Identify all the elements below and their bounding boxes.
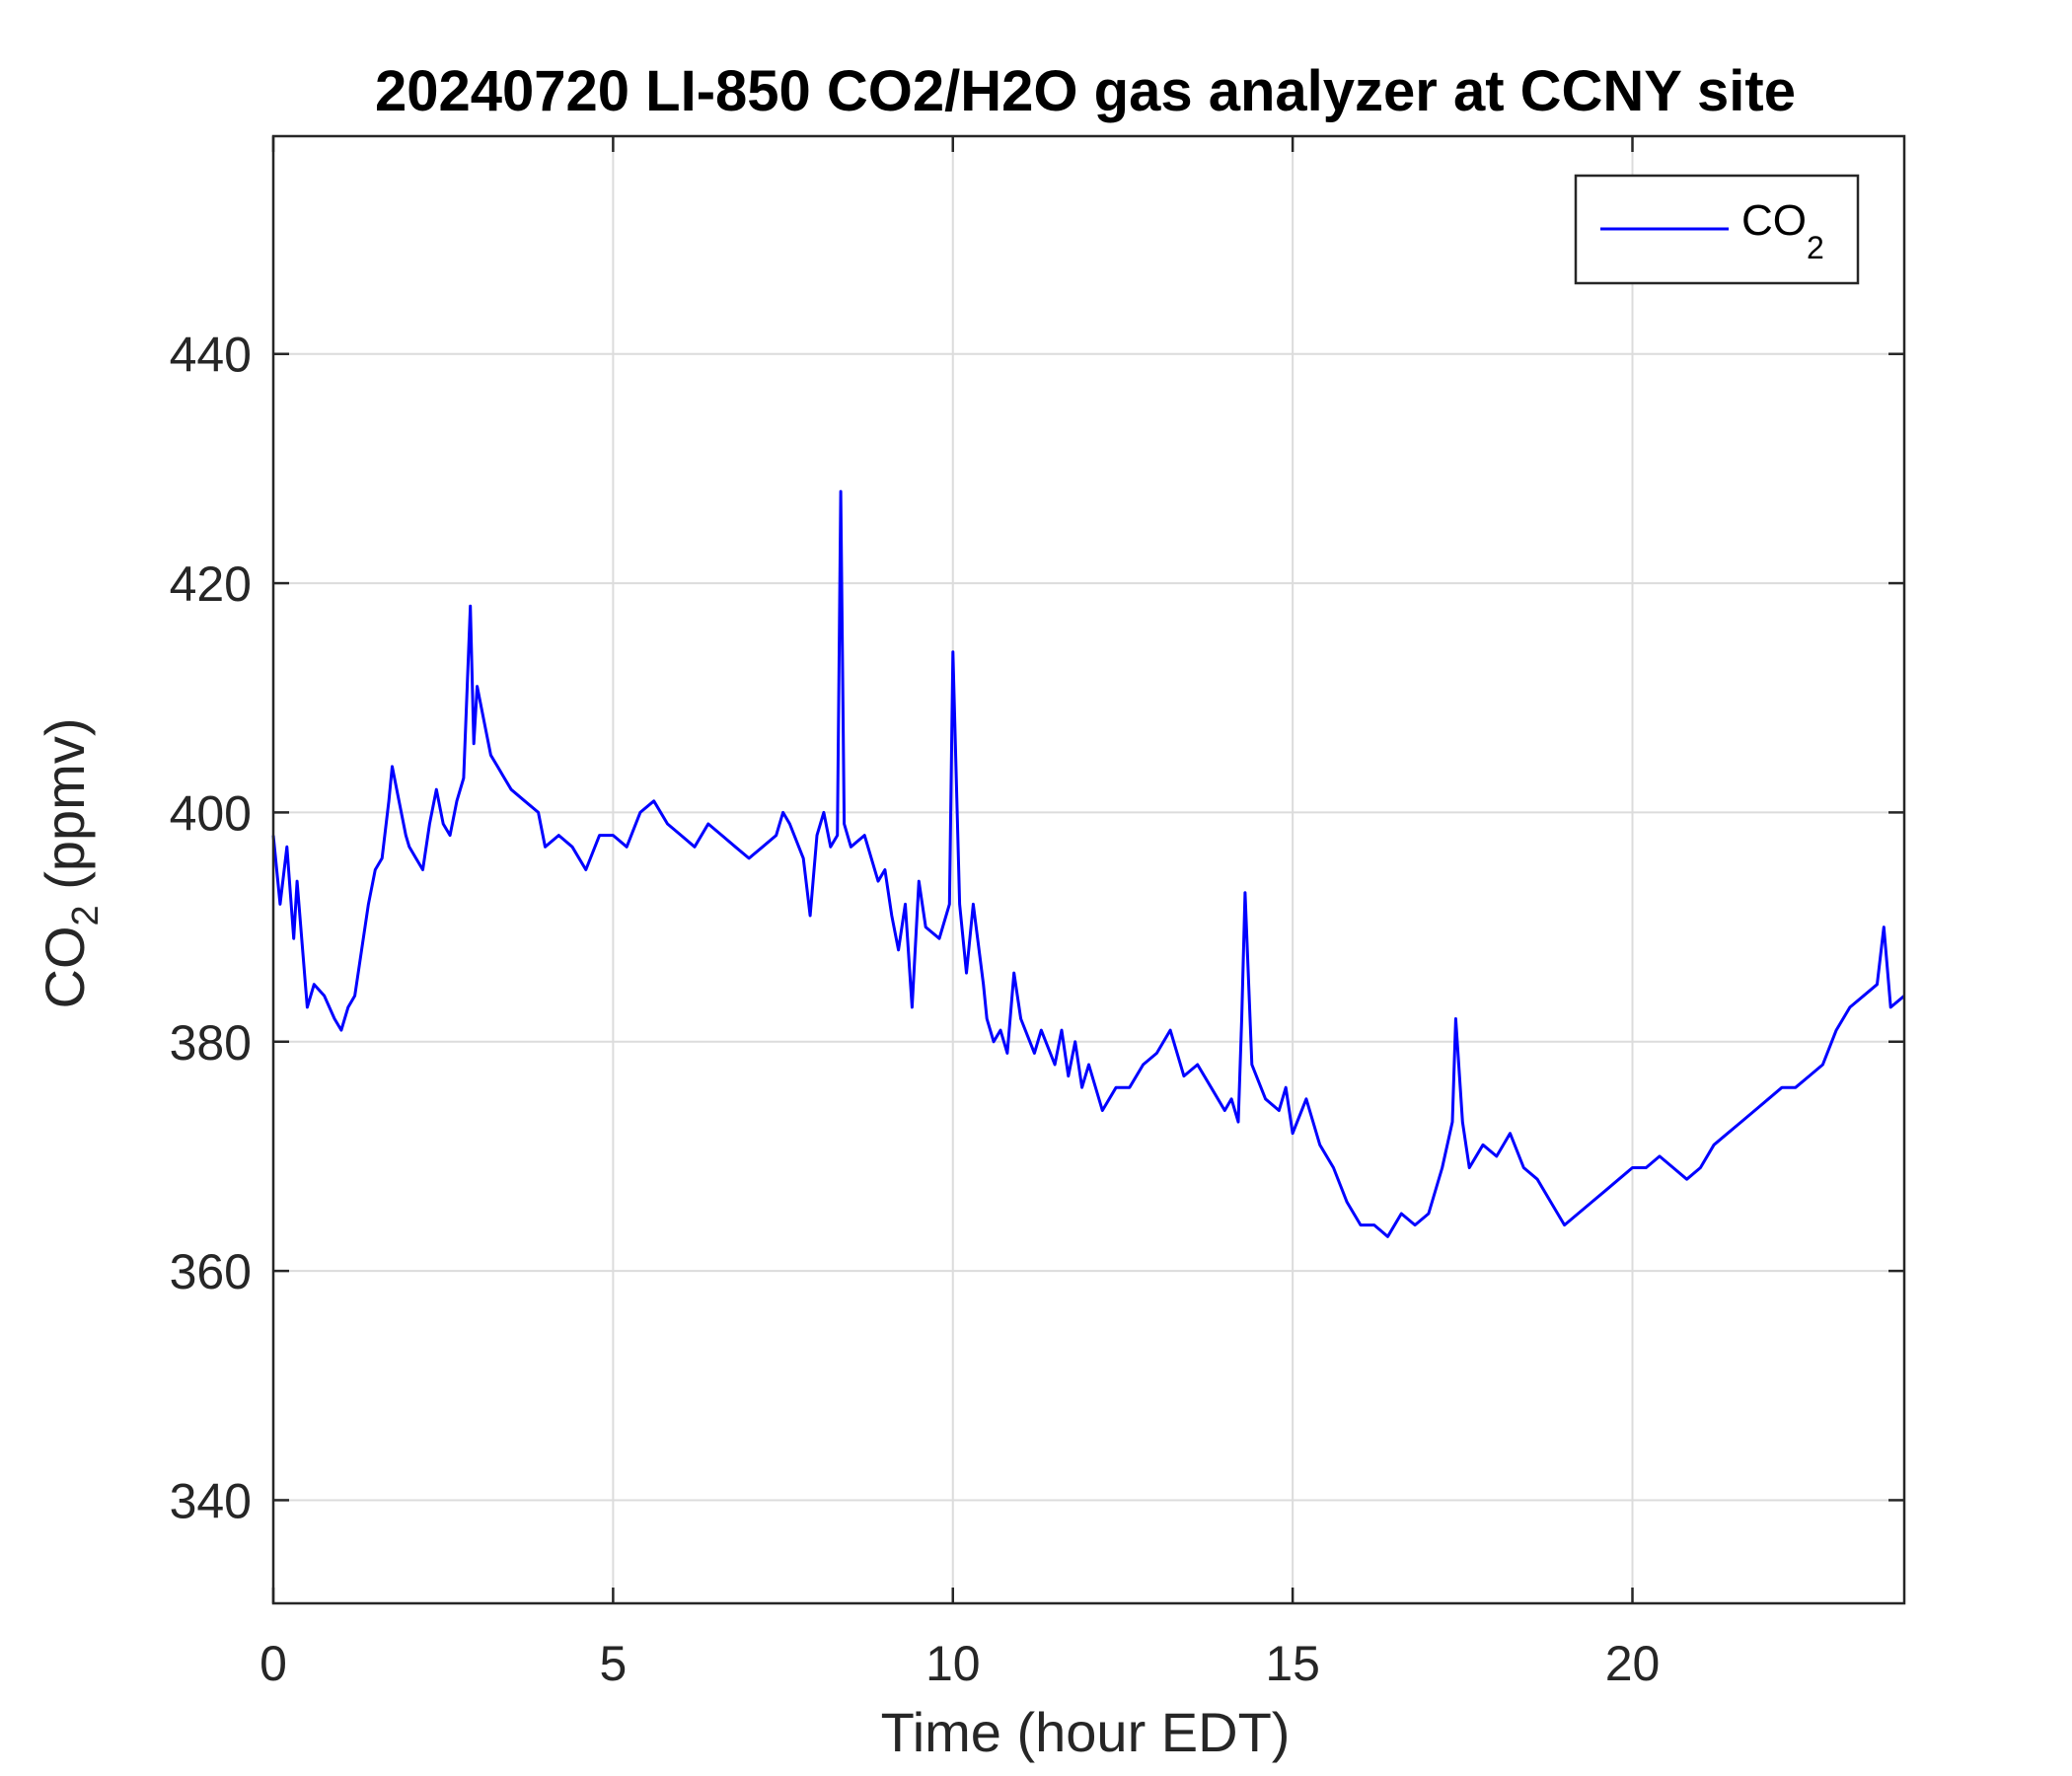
x-tick-label: 20 [1605, 1636, 1661, 1691]
legend: CO2 [1574, 174, 1860, 285]
y-tick-label: 360 [170, 1244, 252, 1299]
tick-labels-layer: 0 5 10 15 20 340 360 380 400 420 440 [170, 328, 1661, 1691]
x-tick-label: 15 [1265, 1636, 1320, 1691]
co2-series-line [271, 489, 1905, 1238]
y-axis-label: CO2 (ppmv) [34, 718, 107, 1009]
y-axis-label-main: CO [34, 925, 96, 1008]
y-axis-label-sub: 2 [65, 905, 107, 925]
chart-title: 20240720 LI-850 CO2/H2O gas analyzer at … [375, 59, 1796, 123]
grid-layer [273, 136, 1904, 1603]
x-tick-label: 10 [925, 1636, 981, 1691]
axes-layer [271, 134, 1906, 1605]
y-tick-label: 340 [170, 1473, 252, 1528]
y-tick-label: 380 [170, 1015, 252, 1071]
y-tick-label: 440 [170, 328, 252, 383]
x-tick-label: 0 [259, 1636, 287, 1691]
series-layer [271, 489, 1905, 1238]
y-axis-label-unit: (ppmv) [34, 718, 96, 906]
x-axis-label: Time (hour EDT) [881, 1701, 1291, 1763]
y-tick-label: 420 [170, 556, 252, 612]
legend-label: CO2 [1741, 196, 1824, 265]
plot-frame [271, 134, 1906, 1605]
y-tick-label: 400 [170, 785, 252, 841]
legend-label-main: CO [1741, 196, 1807, 245]
legend-label-sub: 2 [1807, 230, 1824, 265]
x-tick-label: 5 [599, 1636, 627, 1691]
